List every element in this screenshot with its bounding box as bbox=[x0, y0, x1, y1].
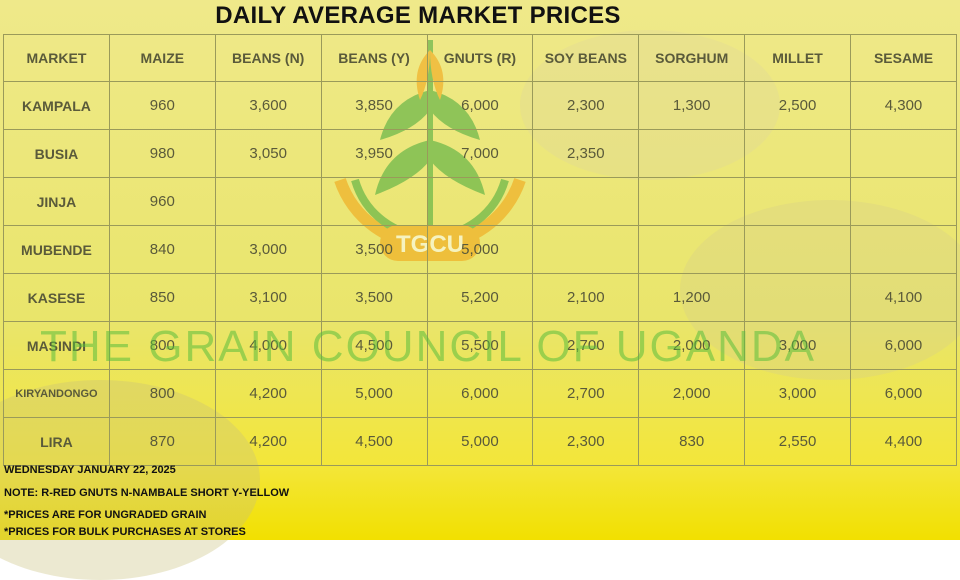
price-cell: 2,000 bbox=[638, 321, 746, 370]
price-cell: 3,500 bbox=[320, 225, 428, 274]
market-name: BUSIA bbox=[3, 129, 110, 178]
column-header: MARKET bbox=[3, 34, 110, 82]
price-cell: 3,050 bbox=[214, 129, 322, 178]
market-name: MUBENDE bbox=[3, 225, 110, 274]
price-cell: 840 bbox=[108, 225, 216, 274]
table-header-row: MARKET MAIZE BEANS (N) BEANS (Y) GNUTS (… bbox=[3, 34, 957, 82]
price-cell: 6,000 bbox=[850, 321, 957, 370]
price-cell: 960 bbox=[108, 81, 216, 130]
price-cell: 5,000 bbox=[426, 225, 534, 274]
market-name: KAMPALA bbox=[3, 81, 110, 130]
market-name: LIRA bbox=[3, 417, 110, 466]
column-header: BEANS (N) bbox=[214, 34, 322, 82]
price-cell: 5,000 bbox=[426, 417, 534, 466]
price-cell bbox=[850, 129, 957, 178]
watermark-text: THE GRAIN COUNCIL OF UGANDA bbox=[40, 322, 816, 371]
price-cell: 1,200 bbox=[638, 273, 746, 322]
abbreviation-note: NOTE: R-RED GNUTS N-NAMBALE SHORT Y-YELL… bbox=[4, 487, 290, 499]
price-cell: 2,550 bbox=[744, 417, 851, 466]
column-header: GNUTS (R) bbox=[426, 34, 534, 82]
price-cell: 4,400 bbox=[850, 417, 957, 466]
price-cell bbox=[850, 177, 957, 226]
price-cell bbox=[532, 225, 640, 274]
price-cell: 2,500 bbox=[744, 81, 851, 130]
market-name: KIRYANDONGO bbox=[3, 369, 110, 418]
price-cell: 2,300 bbox=[532, 417, 640, 466]
price-cell: 2,700 bbox=[532, 321, 640, 370]
price-cell bbox=[744, 225, 851, 274]
price-cell: 850 bbox=[108, 273, 216, 322]
column-header: SOY BEANS bbox=[532, 34, 640, 82]
price-cell bbox=[850, 225, 957, 274]
table-row: BUSIA 980 3,050 3,950 7,000 2,350 bbox=[3, 129, 957, 178]
page-title: DAILY AVERAGE MARKET PRICES bbox=[215, 2, 621, 29]
price-cell: 7,000 bbox=[426, 129, 534, 178]
market-name: KASESE bbox=[3, 273, 110, 322]
table-row: KASESE 850 3,100 3,500 5,200 2,100 1,200… bbox=[3, 273, 957, 322]
price-cell: 2,700 bbox=[532, 369, 640, 418]
price-cell bbox=[744, 177, 851, 226]
table-row: LIRA 870 4,200 4,500 5,000 2,300 830 2,5… bbox=[3, 417, 957, 466]
bulk-note: *PRICES FOR BULK PURCHASES AT STORES bbox=[4, 526, 246, 538]
report-date: WEDNESDAY JANUARY 22, 2025 bbox=[4, 464, 176, 476]
ungraded-note: *PRICES ARE FOR UNGRADED GRAIN bbox=[4, 509, 207, 521]
price-cell: 5,000 bbox=[320, 369, 428, 418]
price-cell: 4,500 bbox=[320, 321, 428, 370]
price-cell: 3,000 bbox=[744, 369, 851, 418]
price-cell: 870 bbox=[108, 417, 216, 466]
price-cell: 830 bbox=[638, 417, 746, 466]
price-cell: 4,100 bbox=[850, 273, 957, 322]
price-cell bbox=[214, 177, 322, 226]
price-cell: 3,950 bbox=[320, 129, 428, 178]
price-cell: 2,000 bbox=[638, 369, 746, 418]
column-header: SORGHUM bbox=[638, 34, 746, 82]
price-cell: 3,600 bbox=[214, 81, 322, 130]
price-cell: 2,300 bbox=[532, 81, 640, 130]
price-cell: 4,500 bbox=[320, 417, 428, 466]
market-name: JINJA bbox=[3, 177, 110, 226]
price-cell bbox=[638, 225, 746, 274]
price-cell: 2,100 bbox=[532, 273, 640, 322]
price-cell: 4,300 bbox=[850, 81, 957, 130]
table-row: MUBENDE 840 3,000 3,500 5,000 bbox=[3, 225, 957, 274]
price-cell bbox=[638, 177, 746, 226]
price-cell: 6,000 bbox=[426, 369, 534, 418]
price-cell: 800 bbox=[108, 369, 216, 418]
price-cell: 5,200 bbox=[426, 273, 534, 322]
notes-block: WEDNESDAY JANUARY 22, 2025 NOTE: R-RED G… bbox=[4, 461, 289, 541]
price-cell: 960 bbox=[108, 177, 216, 226]
table-row: KIRYANDONGO 800 4,200 5,000 6,000 2,700 … bbox=[3, 369, 957, 418]
price-cell: 4,200 bbox=[214, 369, 322, 418]
price-cell: 980 bbox=[108, 129, 216, 178]
price-cell bbox=[638, 129, 746, 178]
price-table: MARKET MAIZE BEANS (N) BEANS (Y) GNUTS (… bbox=[3, 34, 957, 466]
price-cell: 2,350 bbox=[532, 129, 640, 178]
column-header: SESAME bbox=[850, 34, 957, 82]
price-cell bbox=[320, 177, 428, 226]
column-header: MAIZE bbox=[108, 34, 216, 82]
price-cell: 3,500 bbox=[320, 273, 428, 322]
price-cell: 3,850 bbox=[320, 81, 428, 130]
price-cell bbox=[744, 273, 851, 322]
price-cell bbox=[426, 177, 534, 226]
price-cell: 6,000 bbox=[426, 81, 534, 130]
column-header: BEANS (Y) bbox=[320, 34, 428, 82]
column-header: MILLET bbox=[744, 34, 851, 82]
price-cell: 1,300 bbox=[638, 81, 746, 130]
table-row: KAMPALA 960 3,600 3,850 6,000 2,300 1,30… bbox=[3, 81, 957, 130]
price-cell bbox=[532, 177, 640, 226]
market-name: MASINDI bbox=[3, 321, 110, 370]
price-cell bbox=[744, 129, 851, 178]
price-cell: 6,000 bbox=[850, 369, 957, 418]
price-cell: 4,000 bbox=[214, 321, 322, 370]
table-row: JINJA 960 bbox=[3, 177, 957, 226]
price-cell: 3,000 bbox=[214, 225, 322, 274]
price-cell: 3,100 bbox=[214, 273, 322, 322]
price-cell: 4,200 bbox=[214, 417, 322, 466]
